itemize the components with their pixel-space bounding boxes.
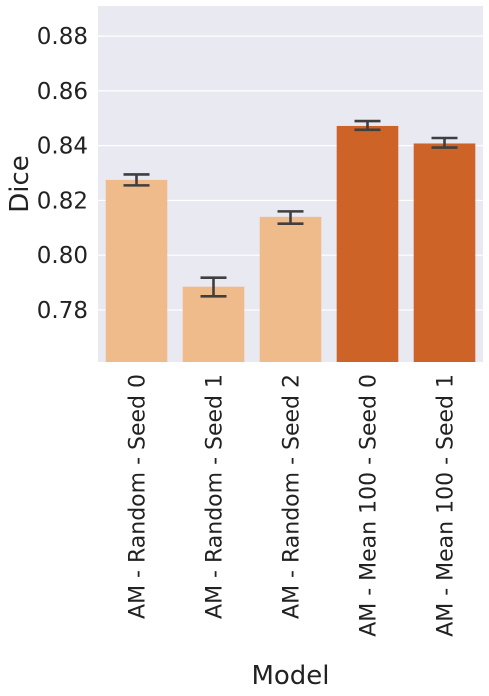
y-axis-label: Dice [5,155,35,213]
bar [105,179,168,362]
error-bar [354,119,381,132]
bar [182,286,245,362]
x-axis-label: Model [251,661,329,691]
error-bars [123,119,458,298]
error-bar [431,136,458,149]
y-tick-label: 0.84 [37,134,88,160]
bar [336,125,399,363]
y-tick-labels: 0.78 0.80 0.82 0.84 0.86 0.88 [37,24,88,324]
x-tick-label: AM - Mean 100 - Seed 1 [434,374,459,637]
error-bar [200,276,227,298]
y-tick-label: 0.80 [37,243,88,269]
y-tick-label: 0.88 [37,24,88,50]
bar [413,143,476,362]
x-tick-labels: AM - Random - Seed 0 AM - Random - Seed 1… [126,374,459,637]
x-tick-label: AM - Random - Seed 1 [203,374,228,619]
x-tick-label: AM - Random - Seed 0 [126,374,151,619]
x-tick-label: AM - Random - Seed 2 [280,374,305,619]
x-tick-label: AM - Mean 100 - Seed 0 [357,374,382,637]
error-bar [123,173,150,187]
error-bar [277,210,304,226]
y-tick-label: 0.86 [37,79,88,105]
bars [105,125,476,363]
y-tick-label: 0.82 [37,188,88,214]
bar [259,216,322,362]
y-tick-label: 0.78 [37,298,88,324]
